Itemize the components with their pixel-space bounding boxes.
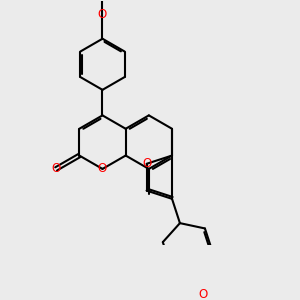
Text: O: O [98,162,107,176]
Text: O: O [199,288,208,300]
Text: O: O [142,157,151,170]
Text: O: O [52,162,61,176]
Text: O: O [98,8,107,21]
